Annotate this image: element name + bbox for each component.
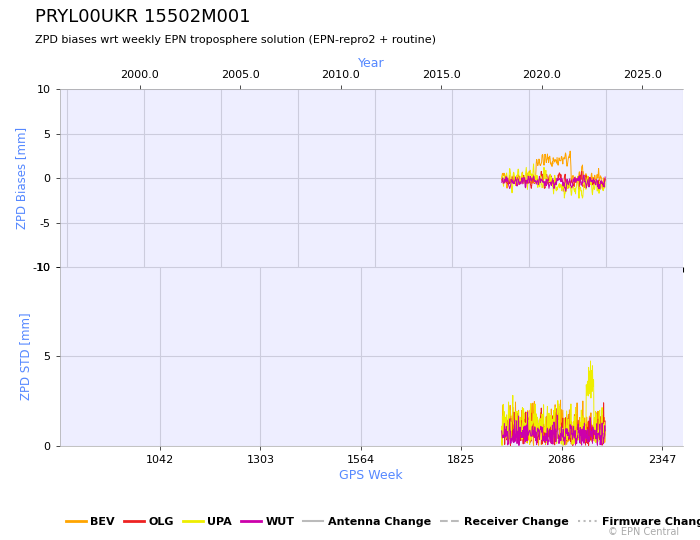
Legend: BEV, OLG, UPA, WUT, Antenna Change, Receiver Change, Firmware Change: BEV, OLG, UPA, WUT, Antenna Change, Rece… (62, 513, 700, 532)
Text: ZPD biases wrt weekly EPN troposphere solution (EPN-repro2 + routine): ZPD biases wrt weekly EPN troposphere so… (35, 35, 436, 45)
Y-axis label: ZPD Biases [mm]: ZPD Biases [mm] (15, 127, 28, 230)
Text: © EPN Central: © EPN Central (608, 527, 679, 537)
X-axis label: GPS Week: GPS Week (340, 469, 402, 482)
Y-axis label: ZPD STD [mm]: ZPD STD [mm] (20, 313, 32, 400)
Text: PRYL00UKR 15502M001: PRYL00UKR 15502M001 (35, 8, 251, 26)
X-axis label: Year: Year (358, 57, 384, 70)
